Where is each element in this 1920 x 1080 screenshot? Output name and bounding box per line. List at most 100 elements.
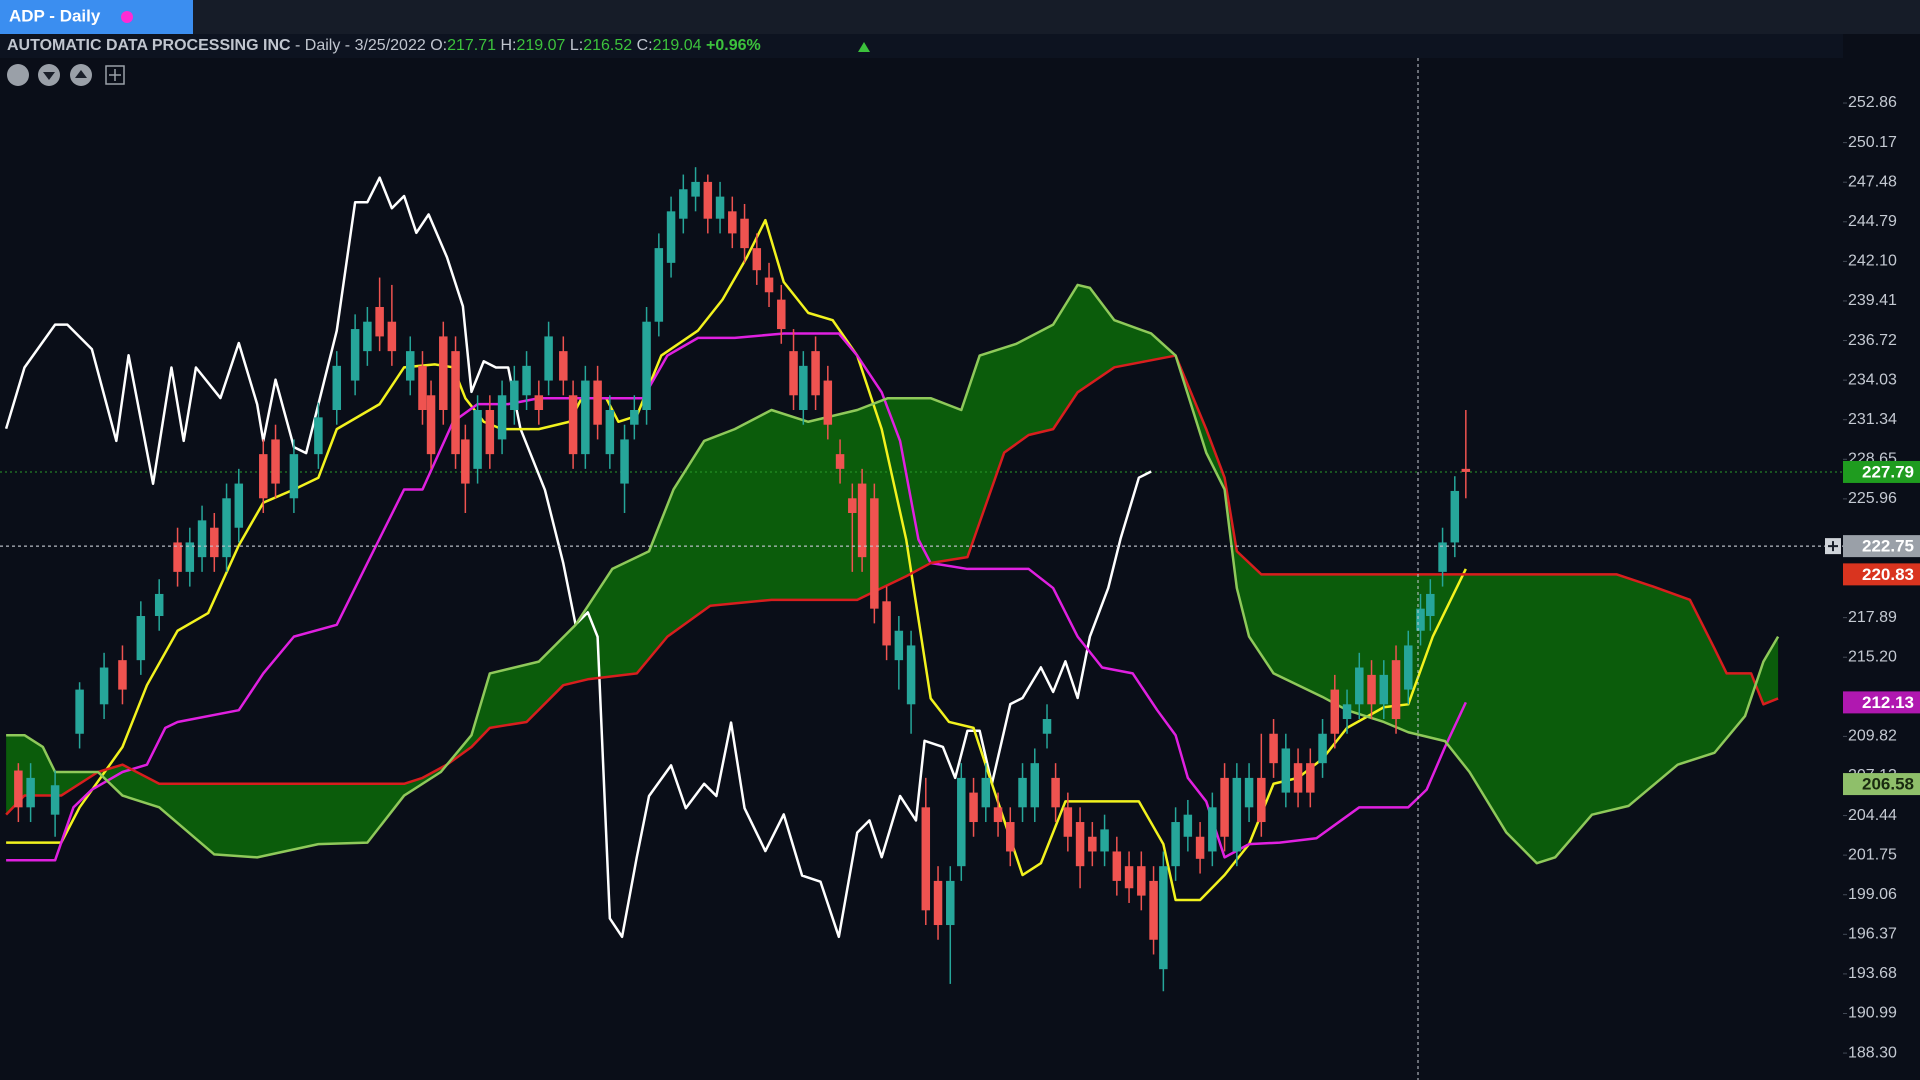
candle-body: [620, 439, 629, 484]
candle-body: [799, 365, 808, 410]
y-tick-label: 234.03: [1848, 371, 1897, 388]
candle-body: [1195, 836, 1205, 859]
y-tick-label: 231.34: [1848, 411, 1897, 428]
candle-body: [405, 351, 415, 381]
candle-body: [1149, 880, 1158, 940]
candle-body: [1075, 822, 1085, 867]
y-tick-label: 217.89: [1848, 609, 1897, 626]
candle-body: [764, 277, 774, 293]
candle-body: [1330, 689, 1340, 734]
candle-body: [387, 321, 397, 352]
tab[interactable]: [0, 0, 193, 34]
y-tick-label: 236.72: [1848, 332, 1897, 349]
candle-body: [894, 630, 904, 661]
toolbar: [7, 64, 125, 86]
y-tick-label: 242.10: [1848, 253, 1897, 270]
candle-body: [544, 336, 553, 381]
close-label: C:: [637, 37, 653, 54]
y-tick-label: 204.44: [1848, 807, 1897, 824]
candle-body: [1379, 674, 1389, 705]
candle-body: [1342, 704, 1352, 720]
candle-body: [946, 880, 955, 926]
candle-body: [703, 181, 713, 219]
price-tag: [1843, 691, 1920, 714]
candle-body: [99, 667, 109, 705]
candle-body: [1416, 608, 1425, 631]
crosshair-plus-icon: [1828, 541, 1838, 552]
candle-body: [136, 616, 146, 661]
candle-body: [993, 807, 1003, 823]
candle-body: [906, 645, 916, 705]
candle-body: [1438, 542, 1447, 572]
candle-body: [210, 527, 219, 558]
tool-button[interactable]: [105, 65, 125, 85]
candle-body: [1171, 822, 1180, 867]
tool-button[interactable]: [7, 64, 29, 86]
candle-body: [1063, 807, 1073, 837]
price-tag-label: 220.83: [1862, 565, 1914, 584]
icon: [109, 69, 121, 81]
candle-body: [26, 777, 35, 808]
candle-body: [461, 439, 470, 484]
candle-body: [1183, 814, 1193, 837]
candle-body: [375, 306, 384, 337]
candle-body: [522, 365, 531, 396]
candle-body: [534, 395, 544, 410]
candle-body: [1220, 777, 1229, 837]
tab-dot: [121, 11, 133, 23]
candle-body: [234, 483, 244, 528]
candle-body: [921, 807, 931, 911]
price-tag: [1843, 563, 1920, 586]
candle-body: [1355, 667, 1364, 705]
candle-body: [568, 395, 578, 455]
candle-body: [857, 483, 867, 558]
candle-body: [1124, 866, 1134, 889]
y-tick-label: 239.41: [1848, 292, 1897, 309]
candle-body: [473, 409, 482, 469]
y-tick-label: 225.96: [1848, 490, 1897, 507]
indicator-line: [6, 218, 1467, 902]
candle-body: [1426, 593, 1435, 617]
candle-body: [789, 351, 798, 396]
price-tag-label: 227.79: [1862, 462, 1914, 481]
candle-body: [259, 454, 268, 499]
candle-body: [1051, 777, 1060, 808]
candle-body: [75, 689, 84, 734]
up-arrow: [858, 42, 870, 52]
y-tick-label: 199.06: [1848, 886, 1897, 903]
candle-body: [185, 542, 195, 572]
candle-body: [957, 777, 966, 867]
candle-body: [1281, 748, 1291, 793]
y-tick-label: 196.37: [1848, 926, 1897, 943]
candle-body: [728, 211, 737, 234]
cloud: [6, 284, 1779, 864]
y-tick-label: 193.68: [1848, 965, 1897, 982]
y-tick-label: 209.82: [1848, 728, 1897, 745]
candle-body: [1318, 733, 1327, 764]
candle-body: [197, 520, 207, 558]
candle-body: [581, 380, 590, 455]
low: 216.52: [583, 37, 632, 54]
candle-body: [811, 351, 820, 396]
candle-body: [969, 792, 978, 823]
candle-body: [1461, 468, 1471, 472]
candle-body: [1100, 829, 1109, 852]
candle-body: [777, 299, 786, 330]
candle-body: [1159, 866, 1168, 970]
candle-body: [691, 181, 700, 197]
y-tick-label: 252.86: [1848, 94, 1897, 111]
top-bar: [0, 0, 1920, 34]
candle-body: [1042, 719, 1052, 734]
candle-body: [630, 409, 639, 425]
candle-body: [418, 365, 427, 410]
open: 217.71: [447, 37, 496, 54]
indicator-line: [6, 283, 1780, 865]
candle-body: [1391, 660, 1401, 720]
candle-body: [593, 380, 602, 425]
icon: [43, 72, 55, 80]
open-label: O:: [430, 37, 447, 54]
candle-body: [882, 601, 891, 646]
period: - Daily - 3/25/2022: [291, 37, 426, 54]
candle-body: [14, 770, 23, 808]
candle-body: [605, 409, 615, 455]
